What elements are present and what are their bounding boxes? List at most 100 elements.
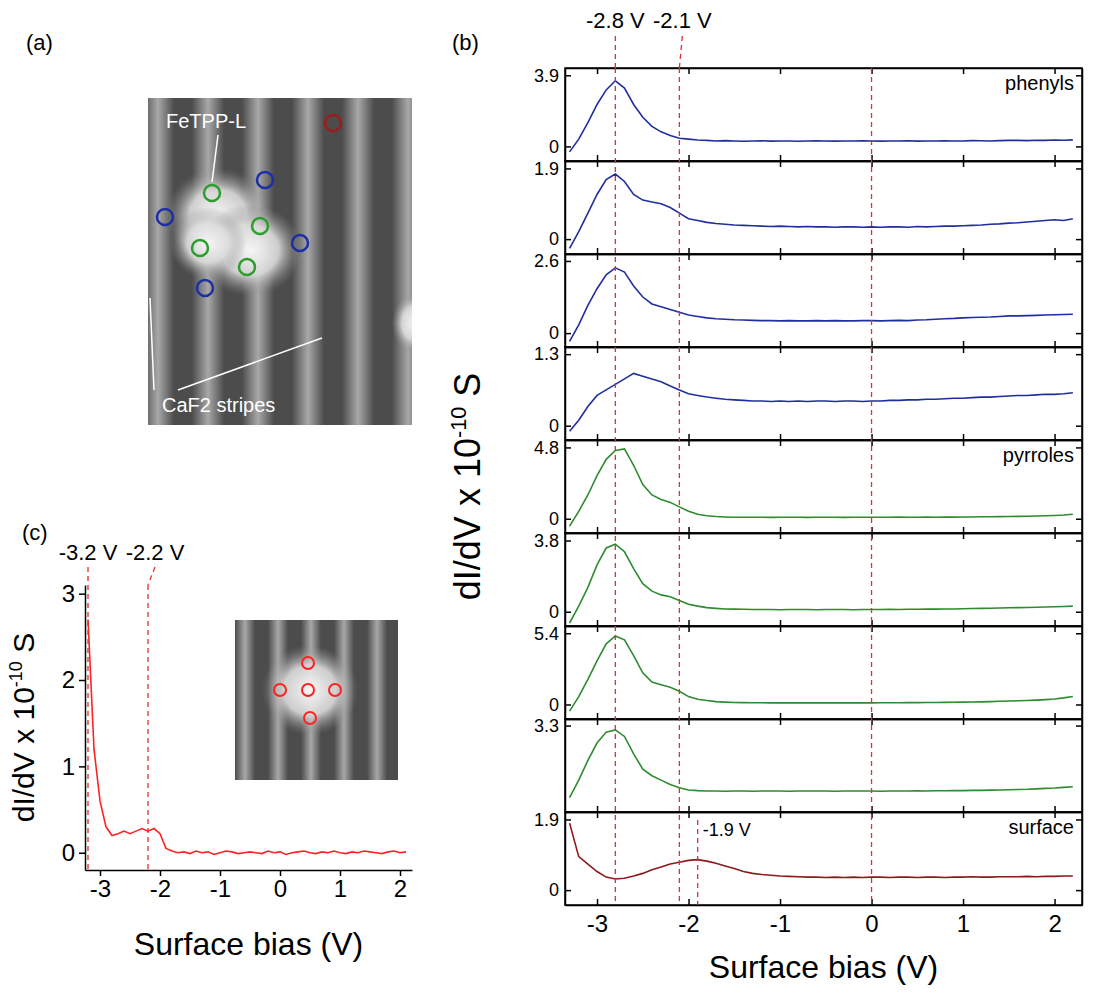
x-axis-tick-mark bbox=[780, 620, 782, 626]
x-axis-tick: 0 bbox=[865, 899, 878, 937]
x-axis-top-tick bbox=[1055, 161, 1056, 167]
x-axis-tick-mark bbox=[688, 341, 690, 347]
x-axis-top-line bbox=[566, 161, 1083, 163]
panel-b: 03.9phenyls01.902.601.304.8pyrroles03.80… bbox=[446, 8, 1083, 985]
x-axis-top-line bbox=[566, 719, 1083, 721]
y-axis-tick: 1.9 bbox=[534, 810, 571, 830]
x-axis-top-tick bbox=[689, 812, 690, 818]
y-axis-tick: 0 bbox=[549, 695, 571, 715]
x-axis-tick-mark bbox=[688, 434, 690, 440]
series-label: phenyls bbox=[1005, 72, 1074, 94]
x-axis-title: Surface bias (V) bbox=[709, 949, 938, 985]
x-axis-top-tick-mark bbox=[597, 68, 599, 74]
y-axis-tick-label: 0 bbox=[549, 509, 559, 529]
x-axis-top-tick bbox=[689, 254, 690, 260]
spectrum-line bbox=[570, 730, 1073, 798]
y-axis-right bbox=[1076, 813, 1083, 906]
y-axis-right bbox=[1076, 627, 1083, 720]
y-axis-tick: 1 bbox=[62, 753, 85, 780]
x-axis-top-tick bbox=[597, 440, 598, 446]
y-axis-right-tick bbox=[1076, 75, 1082, 76]
x-axis-tick bbox=[1055, 806, 1056, 812]
panel-label: (a) bbox=[26, 30, 53, 55]
x-axis-tick bbox=[963, 713, 964, 719]
y-axis-tick: 3.8 bbox=[534, 531, 571, 551]
x-axis-top-tick bbox=[597, 347, 598, 353]
x-axis-tick bbox=[963, 527, 964, 533]
y-axis-right bbox=[1076, 348, 1083, 441]
y-axis-right-tick bbox=[1076, 447, 1082, 448]
y-axis-tick: 3.3 bbox=[534, 716, 571, 736]
x-axis-tick-mark bbox=[1054, 899, 1056, 905]
x-axis-tick bbox=[597, 434, 598, 440]
x-axis-tick-mark bbox=[780, 899, 782, 905]
x-axis-tick bbox=[597, 341, 598, 347]
x-axis-top-tick-mark bbox=[688, 719, 690, 725]
x-axis-top-tick-mark bbox=[1054, 347, 1056, 353]
y-axis-right-tick bbox=[1076, 633, 1082, 634]
x-axis-top-tick-mark bbox=[780, 719, 782, 725]
peak-line bbox=[697, 820, 698, 905]
subplot: 04.8pyrroles bbox=[534, 438, 1083, 534]
x-axis-top-tick-mark bbox=[597, 533, 599, 539]
x-axis-top-tick bbox=[597, 719, 598, 725]
stm-image bbox=[235, 620, 398, 780]
x-axis-tick-mark bbox=[963, 620, 965, 626]
y-axis-tick-label: 1.9 bbox=[534, 810, 559, 830]
image-stripe bbox=[235, 620, 255, 780]
x-axis-tick-mark bbox=[597, 620, 599, 626]
leader-line bbox=[148, 567, 155, 585]
x-axis-tick bbox=[780, 620, 781, 626]
x-axis-tick-mark bbox=[780, 434, 782, 440]
x-axis-top-tick bbox=[780, 161, 781, 167]
y-axis-tick-label: 3.8 bbox=[534, 531, 559, 551]
leader-line bbox=[679, 36, 682, 68]
x-axis-top-tick-mark bbox=[597, 440, 599, 446]
plot-area bbox=[570, 81, 1073, 152]
x-axis-tick-mark bbox=[1054, 806, 1056, 812]
y-axis-right bbox=[1076, 69, 1083, 162]
plot-area bbox=[570, 174, 1073, 248]
x-axis-tick bbox=[689, 620, 690, 626]
x-axis-tick-label: -2 bbox=[150, 875, 171, 902]
x-axis-top-tick-mark bbox=[780, 626, 782, 632]
x-axis-top-tick bbox=[963, 440, 964, 446]
x-axis-tick-label: 0 bbox=[865, 910, 878, 937]
y-axis-title-part: S bbox=[447, 373, 488, 407]
plot-frame bbox=[565, 719, 1082, 812]
x-axis-top-tick bbox=[1055, 254, 1056, 260]
x-axis-top-tick bbox=[963, 626, 964, 632]
y-axis: 03.8 bbox=[534, 531, 571, 627]
x-axis-tick-mark bbox=[963, 248, 965, 254]
x-axis-top bbox=[566, 626, 1083, 632]
x-axis-top-tick bbox=[963, 719, 964, 725]
plot-area bbox=[570, 449, 1073, 526]
y-axis-right-tick bbox=[1076, 704, 1082, 705]
probe-location bbox=[239, 259, 255, 275]
spectrum-line bbox=[570, 823, 1073, 879]
x-axis-tick-mark bbox=[780, 713, 782, 719]
y-axis-tick-mark bbox=[565, 890, 571, 892]
spectrum-line bbox=[570, 268, 1073, 342]
y-axis-right-tick-mark bbox=[1076, 261, 1082, 263]
x-axis-tick bbox=[689, 527, 690, 533]
x-axis-tick-mark bbox=[597, 341, 599, 347]
subplot: 01.9 bbox=[534, 159, 1083, 255]
series-label: pyrroles bbox=[1003, 444, 1074, 466]
x-axis-top-tick bbox=[597, 68, 598, 74]
x-axis-top-tick bbox=[597, 254, 598, 260]
x-axis-tick bbox=[780, 248, 781, 254]
y-axis-tick-label: 3 bbox=[62, 580, 75, 607]
plot-area bbox=[570, 373, 1073, 431]
x-axis-top-line bbox=[566, 812, 1083, 814]
x-axis-top-tick-mark bbox=[780, 161, 782, 167]
panel-a: FeTPP-LCaF2 stripes bbox=[142, 98, 436, 425]
x-axis-top-tick bbox=[963, 68, 964, 74]
x-axis-tick-mark bbox=[597, 248, 599, 254]
subplot: 03.8 bbox=[534, 531, 1083, 627]
x-axis-tick-mark bbox=[780, 155, 782, 161]
subplot: 03.9phenyls bbox=[534, 66, 1083, 162]
subplot: 02.6 bbox=[534, 251, 1083, 347]
peak-line bbox=[679, 68, 680, 905]
figure: (a)FeTPP-LCaF2 stripes(b)03.9phenyls01.9… bbox=[0, 0, 1102, 995]
